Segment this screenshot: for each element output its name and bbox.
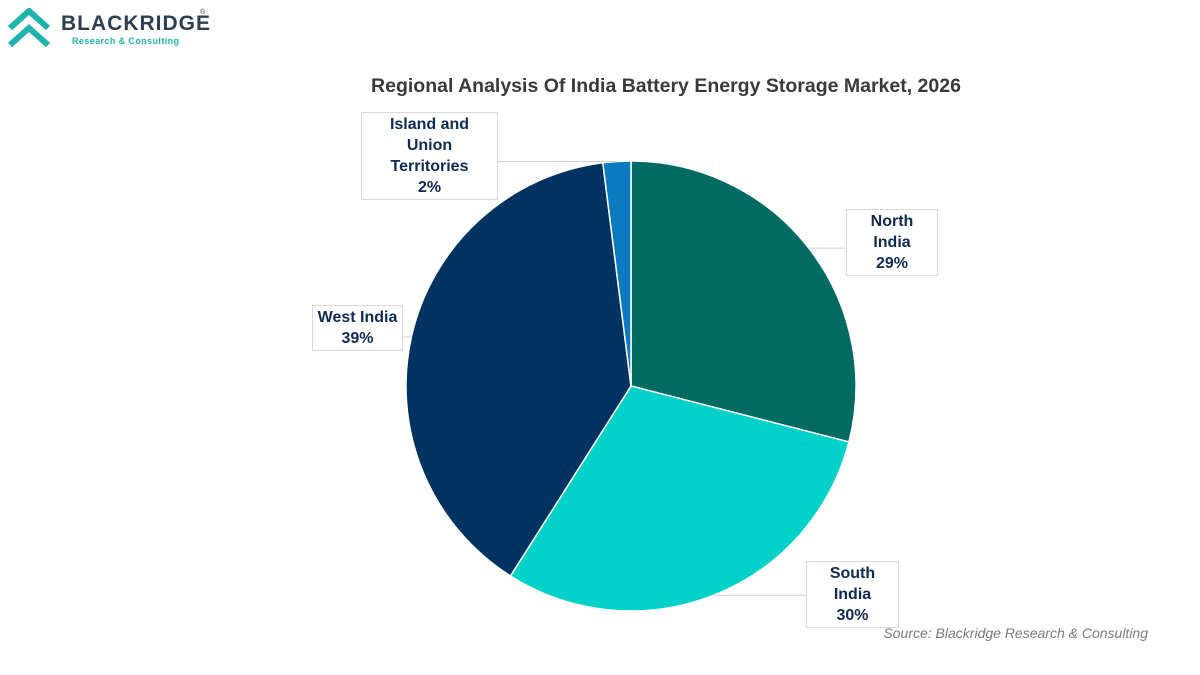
pie-slice-north-india: [630, 160, 857, 443]
data-label-name: Island and Union Territories: [389, 116, 470, 175]
data-label-value: 39%: [341, 330, 374, 347]
data-label-value: 2%: [417, 179, 442, 196]
brand-name: BLACKRIDGE: [61, 12, 211, 35]
data-label-value: 30%: [836, 607, 869, 624]
brand-tagline: Research & Consulting: [72, 36, 180, 46]
data-label-north-india: North India 29%: [846, 209, 938, 276]
data-label-value: 29%: [875, 255, 909, 272]
data-label-name: South India: [829, 565, 876, 603]
data-label-name: West India: [317, 309, 398, 326]
logo-mark-icon: [7, 8, 51, 48]
chart-title: Regional Analysis Of India Battery Energ…: [371, 75, 961, 97]
data-label-west-india: West India 39%: [312, 305, 403, 351]
brand-logo: BLACKRIDGE ® Research & Consulting: [6, 8, 216, 48]
pie-slice-west-india: [405, 161, 632, 578]
data-label-south-india: South India 30%: [806, 561, 899, 628]
source-note: Source: Blackridge Research & Consulting: [883, 625, 1148, 641]
registered-mark: ®: [200, 9, 206, 16]
data-label-island-and-union-territories: Island and Union Territories 2%: [361, 112, 498, 200]
data-label-name: North India: [870, 213, 914, 251]
